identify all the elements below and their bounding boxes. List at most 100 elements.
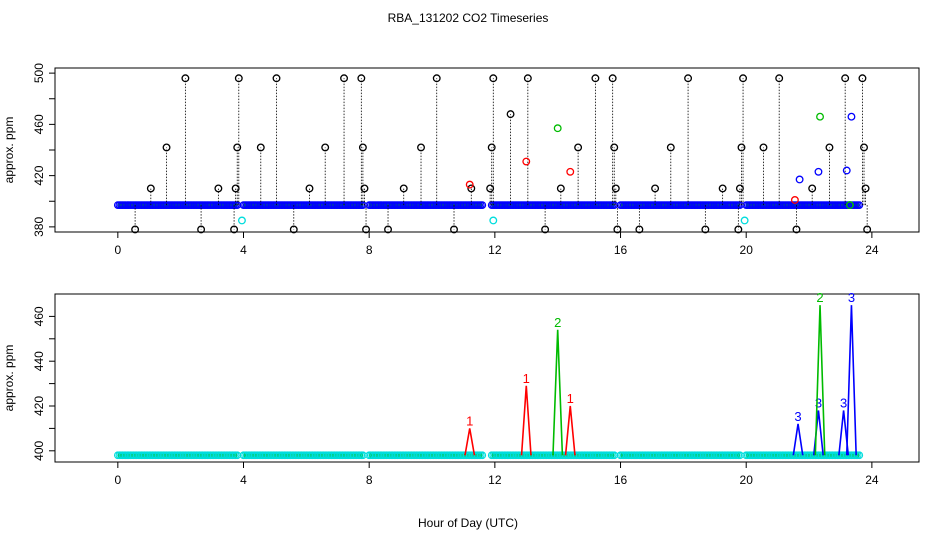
bottom-y-tick-label: 420 — [32, 396, 46, 416]
top-black-marker — [214, 184, 223, 193]
top-black-marker — [340, 74, 348, 83]
top-black-marker — [417, 143, 425, 152]
top-black-marker — [256, 143, 265, 152]
bottom-y-tick-label: 460 — [32, 306, 46, 326]
top-black-marker — [234, 74, 243, 83]
top-black-marker — [362, 225, 370, 234]
top-black-marker — [523, 74, 532, 83]
top-y-tick-label: 460 — [32, 114, 46, 134]
top-black-marker — [162, 143, 171, 152]
top-black-marker — [131, 225, 140, 234]
top-cyan-marker — [740, 216, 749, 225]
top-black-marker — [739, 74, 748, 83]
top-black-marker — [610, 143, 619, 152]
bottom-x-tick-label: 24 — [865, 473, 879, 487]
top-black-marker — [608, 74, 617, 83]
bottom-peak-label: 3 — [848, 290, 855, 305]
bottom-peak-line — [464, 428, 476, 456]
top-cyan-marker — [237, 216, 246, 225]
top-blue-marker — [847, 112, 856, 121]
bottom-peak-line — [814, 305, 826, 456]
top-black-marker — [399, 184, 408, 193]
top-black-marker — [666, 143, 675, 152]
top-black-marker — [358, 143, 367, 152]
bottom-x-tick-label: 8 — [366, 473, 373, 487]
top-black-marker — [574, 143, 583, 152]
top-black-marker — [635, 225, 644, 234]
top-y-tick-label: 420 — [32, 165, 46, 185]
bottom-peak-label: 3 — [815, 395, 822, 410]
top-black-marker — [181, 74, 190, 83]
top-black-marker — [613, 225, 622, 234]
top-black-marker — [272, 74, 281, 83]
bottom-x-tick-label: 12 — [488, 473, 502, 487]
top-black-marker — [684, 74, 693, 83]
top-black-marker — [230, 225, 239, 234]
bottom-x-tick-label: 0 — [114, 473, 121, 487]
bottom-peak-label: 3 — [840, 395, 847, 410]
top-black-marker — [759, 143, 768, 152]
bottom-peak-label: 2 — [816, 290, 823, 305]
top-x-tick-label: 24 — [865, 243, 879, 257]
bottom-x-tick-label: 4 — [240, 473, 247, 487]
top-y-tick-label: 380 — [32, 217, 46, 237]
bottom-peak-label: 3 — [794, 409, 801, 424]
top-black-marker — [432, 74, 441, 83]
top-black-marker — [808, 184, 817, 193]
top-black-marker — [651, 184, 660, 193]
top-black-marker — [863, 225, 872, 234]
top-black-marker — [825, 143, 834, 152]
top-black-marker — [718, 184, 727, 193]
top-black-marker — [467, 184, 476, 193]
top-green-marker — [816, 112, 824, 121]
top-black-marker — [611, 184, 620, 193]
x-axis-label: Hour of Day (UTC) — [418, 516, 518, 530]
chart-title: RBA_131202 CO2 Timeseries — [388, 11, 549, 25]
bottom-peak-label: 2 — [554, 315, 561, 330]
top-x-tick-label: 4 — [240, 243, 247, 257]
top-black-marker — [737, 143, 746, 152]
bottom-baseline-point — [478, 451, 487, 460]
bottom-y-tick-label: 400 — [32, 440, 46, 460]
top-blue-marker — [795, 175, 804, 184]
top-blue-marker — [842, 166, 851, 175]
bottom-x-tick-label: 16 — [614, 473, 628, 487]
top-black-marker — [860, 143, 868, 152]
top-panel-y-label: approx. ppm — [2, 117, 16, 184]
top-x-tick-label: 20 — [740, 243, 754, 257]
top-black-marker — [360, 184, 369, 193]
bottom-peak-line — [845, 305, 857, 456]
bottom-y-tick-label: 440 — [32, 351, 46, 371]
top-black-marker — [858, 74, 867, 83]
top-cyan-marker — [489, 216, 498, 225]
top-black-marker — [233, 143, 242, 152]
top-black-marker — [701, 225, 710, 234]
top-black-marker — [357, 74, 366, 83]
top-black-marker — [305, 184, 314, 193]
top-red-marker — [790, 196, 799, 204]
top-green-marker — [553, 124, 562, 133]
bottom-peak-label: 1 — [466, 413, 473, 428]
top-black-marker — [841, 74, 850, 83]
top-black-marker — [487, 143, 496, 152]
top-x-tick-label: 0 — [114, 243, 121, 257]
top-blue-marker — [814, 167, 823, 176]
bottom-peak-line — [792, 423, 804, 456]
bottom-peak-line — [520, 385, 532, 456]
top-black-marker — [735, 184, 744, 193]
top-panel-scatter: approx. ppm 0 4 8 12 16 20 24 380 420 460 500 — [2, 63, 920, 257]
top-black-marker — [489, 74, 498, 83]
top-black-marker — [556, 184, 565, 193]
top-black-marker — [146, 184, 155, 193]
top-black-marker — [861, 184, 870, 193]
top-x-tick-label: 12 — [488, 243, 502, 257]
top-red-marker — [566, 167, 575, 176]
top-black-marker — [289, 225, 298, 234]
bottom-peak-label: 1 — [523, 371, 530, 386]
top-black-marker — [506, 110, 515, 119]
top-black-marker — [541, 225, 550, 234]
bottom-panel-y-label: approx. ppm — [2, 345, 16, 412]
top-y-tick-label: 500 — [32, 63, 46, 83]
